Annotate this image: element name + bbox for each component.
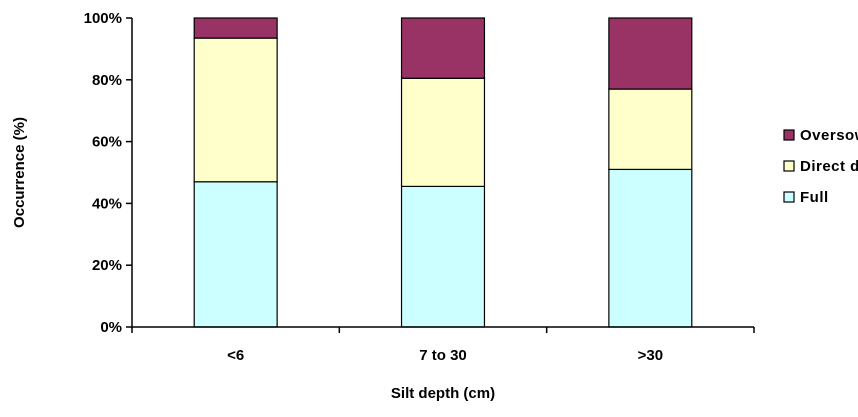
bar-segment-full xyxy=(400,185,486,328)
y-tick-label: 100% xyxy=(84,10,122,27)
x-tick-label: >30 xyxy=(638,347,663,364)
y-tick-label: 60% xyxy=(92,134,122,151)
bar-segment-oversown xyxy=(608,17,693,90)
y-axis-title: Occurrence (%) xyxy=(11,117,28,228)
y-tick-label: 80% xyxy=(92,72,122,89)
y-tick-label: 0% xyxy=(100,319,122,336)
legend-swatch-direct-drill xyxy=(783,160,795,172)
bar-segment-full xyxy=(608,168,693,328)
bar-segment-full xyxy=(193,181,278,328)
axes-layer xyxy=(131,18,754,328)
legend: Oversown Direct drill Full xyxy=(783,127,858,206)
legend-label-direct-drill: Direct drill xyxy=(800,158,858,175)
y-tick-label: 20% xyxy=(92,257,122,274)
bar-segment-oversown xyxy=(400,17,486,79)
ticks-layer: 0% 20% 40% 60% 80% 100% <6 7 to 30 >30 xyxy=(84,10,755,364)
x-tick-label: <6 xyxy=(227,347,244,364)
bar-segment-direct-drill xyxy=(400,77,486,188)
y-tick-label: 40% xyxy=(92,195,122,212)
x-axis-title: Silt depth (cm) xyxy=(391,385,495,402)
bar-segment-direct-drill xyxy=(608,88,693,171)
x-tick-label: 7 to 30 xyxy=(419,347,467,364)
bars-layer xyxy=(193,17,693,328)
legend-swatch-full xyxy=(783,191,795,203)
legend-swatch-oversown xyxy=(783,129,795,141)
legend-label-oversown: Oversown xyxy=(800,127,858,144)
legend-label-full: Full xyxy=(800,189,829,206)
bar-segment-direct-drill xyxy=(193,37,278,183)
bar-segment-oversown xyxy=(193,17,278,39)
